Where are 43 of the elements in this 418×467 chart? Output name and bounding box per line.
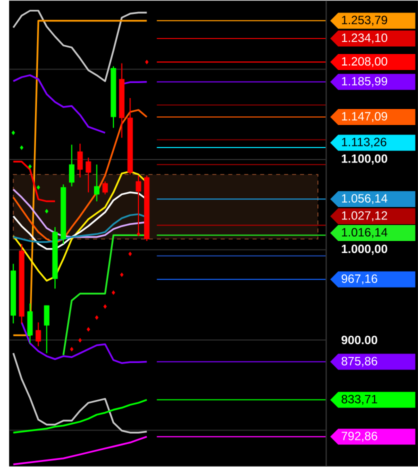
point	[70, 347, 74, 352]
ref-line-label: 792,86	[342, 432, 378, 442]
point	[112, 290, 116, 295]
ref-line-label: 1.113,26	[342, 138, 386, 148]
ref-line-label: 967,16	[342, 274, 378, 284]
point	[36, 185, 40, 190]
y-tick-label: 1.100,00	[342, 154, 388, 165]
candlestick	[36, 322, 42, 347]
point	[103, 304, 107, 309]
candlestick	[77, 143, 83, 178]
line-series	[12, 160, 56, 202]
point	[28, 164, 32, 169]
candlestick	[44, 304, 50, 354]
candlestick	[86, 157, 92, 193]
line-series	[12, 109, 148, 244]
point	[45, 209, 48, 214]
y-tick-label: 1.000,00	[342, 244, 388, 255]
ref-line-label: 1.234,10	[342, 34, 388, 44]
ref-line-label: 1.253,79	[342, 16, 388, 26]
ref-line-label: 1.208,00	[342, 57, 388, 67]
point	[145, 60, 148, 64]
point	[95, 315, 98, 320]
point	[120, 272, 124, 277]
candlestick	[136, 174, 142, 236]
ref-line-label: 1.147,09	[342, 112, 388, 122]
y-tick-label: 900.00	[342, 336, 378, 344]
ref-line-label: 833,71	[342, 394, 378, 405]
candlestick	[27, 303, 33, 344]
candlestick	[94, 164, 100, 202]
line-series	[20, 322, 148, 364]
point	[128, 252, 132, 256]
point	[86, 327, 90, 332]
line-series	[12, 10, 148, 82]
point	[20, 146, 24, 150]
ref-line-label: 1.027,12	[342, 211, 388, 222]
ref-line-label: 1.016,14	[342, 228, 388, 238]
candlestick	[102, 180, 108, 195]
ref-line-label: 1.056,14	[342, 194, 388, 204]
point	[78, 338, 82, 342]
candlestick	[69, 144, 74, 187]
ref-line-label: 875,86	[342, 356, 378, 367]
point	[12, 130, 15, 135]
ref-line-label: 1.185,99	[342, 76, 388, 87]
